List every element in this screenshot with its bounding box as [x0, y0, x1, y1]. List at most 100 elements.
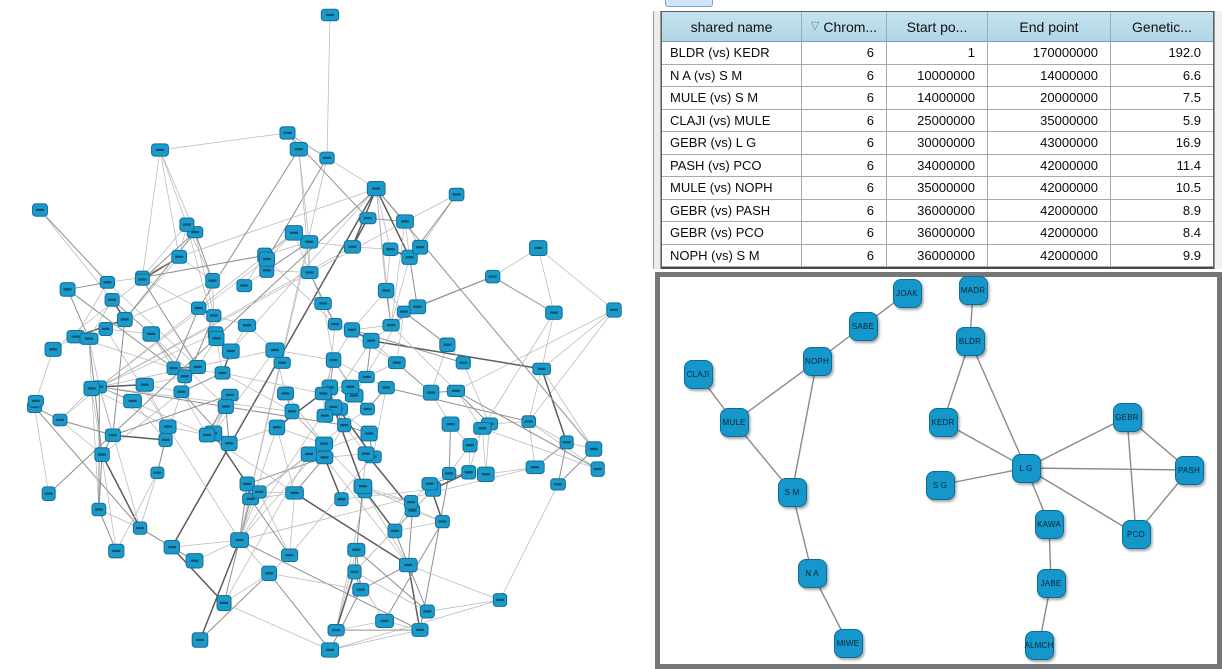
network-node[interactable]	[314, 386, 332, 401]
table-row[interactable]: GEBR (vs) PCO 6 36000000 42000000 8.4	[662, 222, 1213, 245]
network-node-joak[interactable]: JOAK	[892, 278, 922, 308]
vertical-scrollbar[interactable]	[1214, 11, 1222, 269]
network-edge-gebr-pco[interactable]	[1126, 416, 1137, 535]
network-node[interactable]	[320, 642, 340, 658]
network-node[interactable]	[545, 305, 563, 320]
network-node-kawa[interactable]: KAWA	[1034, 509, 1064, 539]
network-node[interactable]	[521, 415, 536, 428]
table-row[interactable]: CLAJI (vs) MULE 6 25000000 35000000 5.9	[662, 109, 1213, 132]
network-node[interactable]	[221, 343, 240, 359]
network-node[interactable]	[360, 425, 378, 442]
network-node[interactable]	[398, 557, 418, 573]
network-node[interactable]	[189, 359, 206, 374]
network-node[interactable]	[32, 203, 48, 217]
network-node-na[interactable]: N A	[797, 558, 827, 588]
table-row[interactable]: GEBR (vs) L G 6 30000000 43000000 16.9	[662, 132, 1213, 155]
network-node[interactable]	[258, 251, 276, 267]
network-node[interactable]	[217, 399, 234, 414]
network-node[interactable]	[408, 299, 427, 315]
network-node[interactable]	[462, 438, 478, 453]
column-header-2[interactable]: Start po...	[887, 12, 988, 42]
network-node[interactable]	[559, 435, 574, 450]
network-node[interactable]	[208, 330, 225, 347]
network-node[interactable]	[166, 361, 181, 376]
network-node[interactable]	[132, 521, 148, 535]
network-node[interactable]	[230, 532, 249, 548]
network-node[interactable]	[251, 485, 267, 499]
network-node-pco[interactable]: PCO	[1121, 519, 1151, 549]
network-node[interactable]	[485, 269, 501, 284]
network-node[interactable]	[352, 582, 370, 597]
network-node[interactable]	[550, 478, 566, 491]
network-node[interactable]	[285, 486, 304, 500]
network-node[interactable]	[261, 565, 278, 582]
network-node[interactable]	[315, 436, 334, 451]
network-node[interactable]	[99, 275, 116, 289]
column-header-4[interactable]: Genetic...	[1111, 12, 1213, 42]
network-node[interactable]	[461, 465, 477, 480]
network-node[interactable]	[382, 242, 399, 257]
network-node[interactable]	[315, 450, 334, 465]
network-node[interactable]	[446, 384, 466, 398]
network-node[interactable]	[387, 356, 406, 370]
network-node-sabe[interactable]: SABE	[848, 311, 878, 341]
network-node[interactable]	[316, 408, 334, 423]
network-node[interactable]	[412, 239, 429, 255]
network-node[interactable]	[359, 212, 377, 225]
network-node[interactable]	[98, 321, 113, 336]
network-node-bldr[interactable]: BLDR	[955, 326, 985, 356]
network-node[interactable]	[492, 593, 508, 607]
network-node[interactable]	[387, 523, 403, 539]
network-node[interactable]	[525, 460, 545, 475]
network-node-claji[interactable]: CLAJI	[683, 359, 713, 389]
network-node[interactable]	[404, 495, 419, 510]
network-node[interactable]	[159, 419, 177, 434]
network-node[interactable]	[277, 386, 294, 401]
network-node[interactable]	[396, 214, 414, 229]
filter-icon[interactable]: ▽	[810, 20, 820, 32]
network-node[interactable]	[422, 384, 440, 401]
network-node[interactable]	[366, 181, 386, 197]
network-edge-lg-pco[interactable]	[1025, 467, 1137, 535]
network-node[interactable]	[396, 305, 411, 318]
network-node[interactable]	[281, 548, 299, 562]
network-node[interactable]	[83, 380, 100, 397]
network-node-sm[interactable]: S M	[777, 477, 807, 507]
network-node[interactable]	[239, 476, 255, 492]
network-node-lg[interactable]: L G	[1011, 453, 1041, 483]
network-edge-bldr-lg[interactable]	[969, 340, 1027, 469]
network-node[interactable]	[300, 266, 319, 279]
network-node[interactable]	[216, 595, 232, 612]
network-node[interactable]	[362, 332, 380, 349]
network-node[interactable]	[59, 282, 76, 297]
network-node[interactable]	[476, 466, 495, 482]
table-row[interactable]: GEBR (vs) PASH 6 36000000 42000000 8.9	[662, 199, 1213, 222]
network-node[interactable]	[455, 356, 471, 370]
network-node[interactable]	[150, 466, 165, 479]
network-node[interactable]	[173, 385, 190, 399]
table-row[interactable]: NOPH (vs) S M 6 36000000 42000000 9.9	[662, 244, 1213, 267]
network-node[interactable]	[220, 435, 238, 451]
network-node-almch[interactable]: ALMCH	[1024, 630, 1054, 660]
table-row[interactable]: MULE (vs) S M 6 14000000 20000000 7.5	[662, 87, 1213, 110]
network-node[interactable]	[320, 8, 340, 22]
table-row[interactable]: PASH (vs) PCO 6 34000000 42000000 11.4	[662, 154, 1213, 177]
network-node[interactable]	[179, 217, 195, 232]
network-node-sg[interactable]: S G	[925, 470, 955, 500]
network-node[interactable]	[357, 446, 375, 462]
network-node[interactable]	[123, 393, 142, 409]
network-node-kedr[interactable]: KEDR	[928, 407, 958, 437]
network-node[interactable]	[104, 428, 121, 443]
network-node[interactable]	[284, 403, 300, 420]
network-node[interactable]	[347, 564, 362, 580]
network-node[interactable]	[151, 143, 169, 157]
network-node[interactable]	[185, 553, 204, 569]
network-edge-noph-sm[interactable]	[791, 360, 818, 493]
network-node[interactable]	[142, 326, 161, 342]
network-node[interactable]	[358, 370, 375, 384]
network-node[interactable]	[606, 302, 622, 318]
network-node-madr[interactable]: MADR	[958, 275, 988, 305]
network-node[interactable]	[108, 543, 125, 559]
network-node[interactable]	[205, 272, 220, 289]
network-node[interactable]	[273, 356, 291, 369]
